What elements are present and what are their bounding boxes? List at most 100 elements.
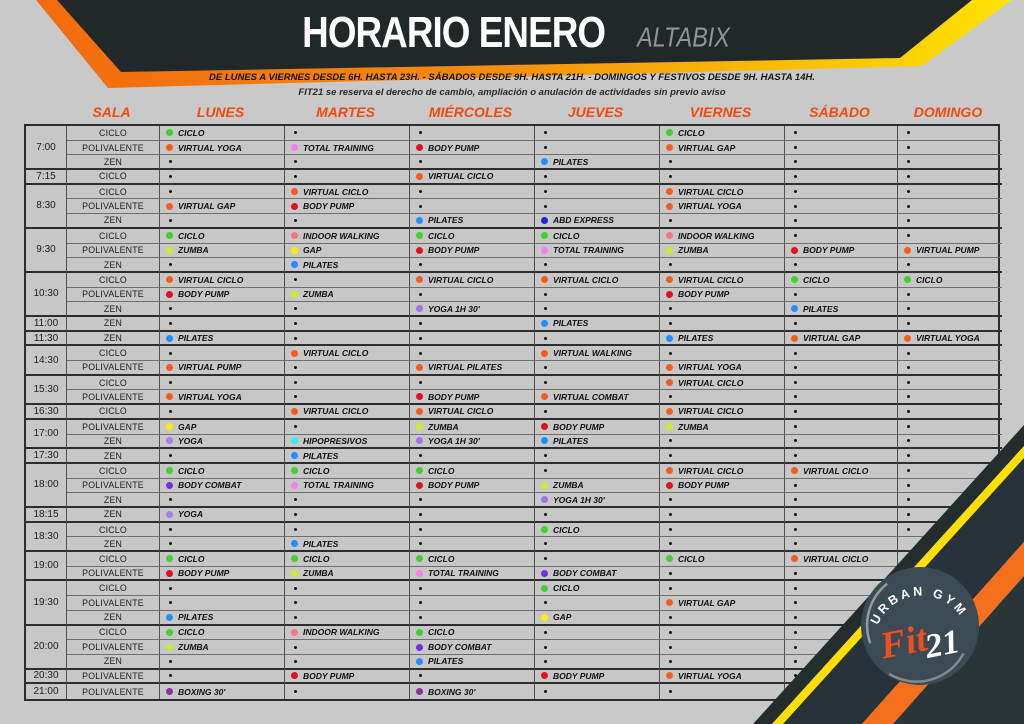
activity-dot <box>416 423 423 431</box>
activity-label: CICLO <box>178 230 205 241</box>
activity-cell: CICLO <box>160 228 285 244</box>
activity-label: VIRTUAL CICLO <box>678 186 744 197</box>
empty-slot-dot <box>794 174 797 178</box>
empty-slot-dot <box>669 645 672 649</box>
activity-cell: BODY COMBAT <box>160 478 285 494</box>
activity-cell: VIRTUAL CICLO <box>660 272 785 288</box>
activity-cell: GAP <box>285 243 410 259</box>
room-cell: POLIVALENTE <box>67 566 160 582</box>
activity-label: YOGA 1H 30' <box>428 303 480 314</box>
empty-slot-cell <box>535 361 660 376</box>
empty-slot-cell <box>285 581 410 597</box>
empty-slot-dot <box>294 528 297 532</box>
empty-slot-cell <box>285 361 410 376</box>
empty-slot-dot <box>794 542 797 546</box>
activity-cell: VIRTUAL CICLO <box>410 272 535 288</box>
activity-label: PILATES <box>303 259 339 270</box>
activity-dot <box>416 216 423 224</box>
activity-cell: YOGA 1H 30' <box>410 434 535 450</box>
activity-dot <box>416 305 423 313</box>
empty-slot-dot <box>169 160 172 164</box>
empty-slot-dot <box>794 234 797 238</box>
activity-dot <box>291 540 298 548</box>
activity-dot <box>666 202 673 210</box>
empty-slot-dot <box>419 615 422 619</box>
empty-slot-dot <box>544 336 547 340</box>
time-cell: 20:00 <box>26 625 67 670</box>
empty-slot-dot <box>794 586 797 590</box>
room-cell: POLIVALENTE <box>67 669 160 685</box>
empty-slot-dot <box>544 174 547 178</box>
empty-slot-cell <box>660 640 785 655</box>
activity-cell: YOGA 1H 30' <box>410 302 535 317</box>
empty-slot-cell <box>160 214 285 229</box>
activity-dot <box>791 246 798 254</box>
empty-slot-cell <box>785 199 898 215</box>
empty-slot-cell <box>535 287 660 303</box>
activity-cell: TOTAL TRAINING <box>285 478 410 494</box>
disclaimer-line: FIT21 se reserva el derecho de cambio, a… <box>298 87 726 98</box>
activity-dot <box>291 672 298 680</box>
activity-dot <box>166 481 173 489</box>
header-day-miércoles: MIÉRCOLES <box>428 104 513 120</box>
empty-slot-dot <box>294 498 297 502</box>
empty-slot-cell <box>535 640 660 655</box>
activity-label: BODY PUMP <box>553 670 605 681</box>
activity-cell: VIRTUAL GAP <box>785 331 898 347</box>
activity-label: VIRTUAL CICLO <box>678 377 744 388</box>
empty-slot-cell <box>285 654 410 670</box>
empty-slot-dot <box>294 381 297 385</box>
activity-cell: YOGA 1H 30' <box>535 493 660 508</box>
activity-dot <box>666 290 673 298</box>
empty-slot-dot <box>169 218 172 222</box>
room-cell: CICLO <box>67 375 160 391</box>
activity-dot <box>166 246 173 254</box>
empty-slot-dot <box>544 204 547 208</box>
activity-cell: VIRTUAL CICLO <box>285 184 410 200</box>
empty-slot-dot <box>544 690 547 694</box>
empty-slot-cell <box>898 508 1002 523</box>
activity-label: VIRTUAL WALKING <box>553 348 633 359</box>
empty-slot-cell <box>535 170 660 185</box>
empty-slot-cell <box>898 420 1002 435</box>
activity-cell: GAP <box>535 610 660 626</box>
empty-slot-dot <box>669 454 672 458</box>
activity-cell: VIRTUAL CICLO <box>660 375 785 391</box>
time-cell: 17:00 <box>26 419 67 450</box>
empty-slot-dot <box>794 674 797 678</box>
empty-slot-cell <box>785 449 898 464</box>
empty-slot-cell <box>160 316 285 332</box>
empty-slot-cell <box>535 596 660 611</box>
activity-cell: VIRTUAL CICLO <box>160 272 285 288</box>
empty-slot-dot <box>794 395 797 399</box>
empty-slot-dot <box>419 160 422 164</box>
time-cell: 18:15 <box>26 507 67 523</box>
empty-slot-cell <box>160 537 285 553</box>
empty-slot-cell <box>660 625 785 641</box>
empty-slot-cell <box>898 126 1002 141</box>
empty-slot-cell <box>660 537 785 553</box>
room-cell: CICLO <box>67 184 160 200</box>
empty-slot-cell <box>160 522 285 538</box>
activity-label: BODY PUMP <box>428 142 480 153</box>
header-day-sábado: SÁBADO <box>809 104 870 120</box>
room-cell: POLIVALENTE <box>67 287 160 303</box>
activity-dot <box>666 423 673 431</box>
activity-cell: BODY PUMP <box>660 478 785 494</box>
fit21-logo: URBAN GYM Fit 21 <box>861 567 979 685</box>
empty-slot-dot <box>294 365 297 369</box>
empty-slot-dot <box>907 160 910 164</box>
empty-slot-dot <box>669 512 672 516</box>
activity-label: VIRTUAL YOGA <box>178 142 242 153</box>
empty-slot-cell <box>785 287 898 303</box>
activity-cell: ZUMBA <box>285 287 410 303</box>
room-cell: POLIVALENTE <box>67 640 160 655</box>
activity-cell: VIRTUAL PILATES <box>410 361 535 376</box>
empty-slot-cell <box>785 184 898 200</box>
activity-cell: VIRTUAL YOGA <box>660 669 785 685</box>
room-cell: POLIVALENTE <box>67 684 160 699</box>
empty-slot-cell <box>285 272 410 288</box>
activity-cell: YOGA <box>160 434 285 450</box>
empty-slot-cell <box>660 493 785 508</box>
empty-slot-cell <box>898 199 1002 215</box>
